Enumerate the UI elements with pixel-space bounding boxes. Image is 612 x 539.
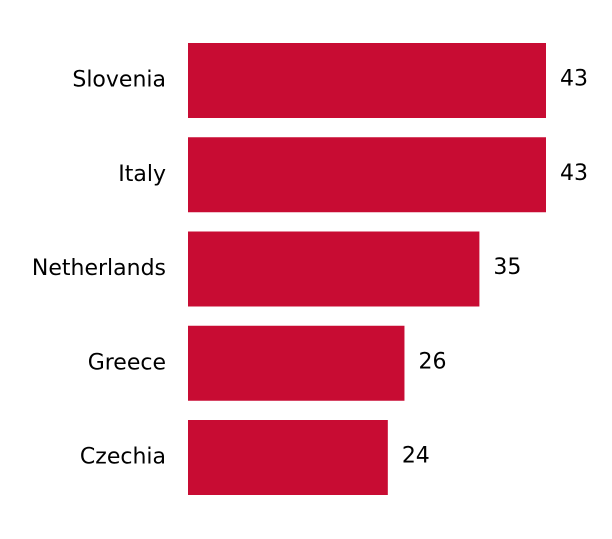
value-label: 24 (402, 444, 430, 469)
value-label: 35 (493, 255, 521, 280)
category-label: Netherlands (32, 256, 166, 281)
bar (188, 325, 405, 401)
bar (188, 420, 388, 495)
category-label: Slovenia (72, 68, 166, 93)
bar (188, 43, 546, 118)
category-label: Greece (88, 350, 166, 375)
category-label: Italy (118, 162, 166, 187)
category-label: Czechia (80, 445, 166, 470)
value-label: 26 (418, 349, 446, 374)
bar (188, 231, 480, 307)
value-label: 43 (560, 67, 588, 92)
value-label: 43 (560, 161, 588, 186)
bar (188, 137, 546, 213)
